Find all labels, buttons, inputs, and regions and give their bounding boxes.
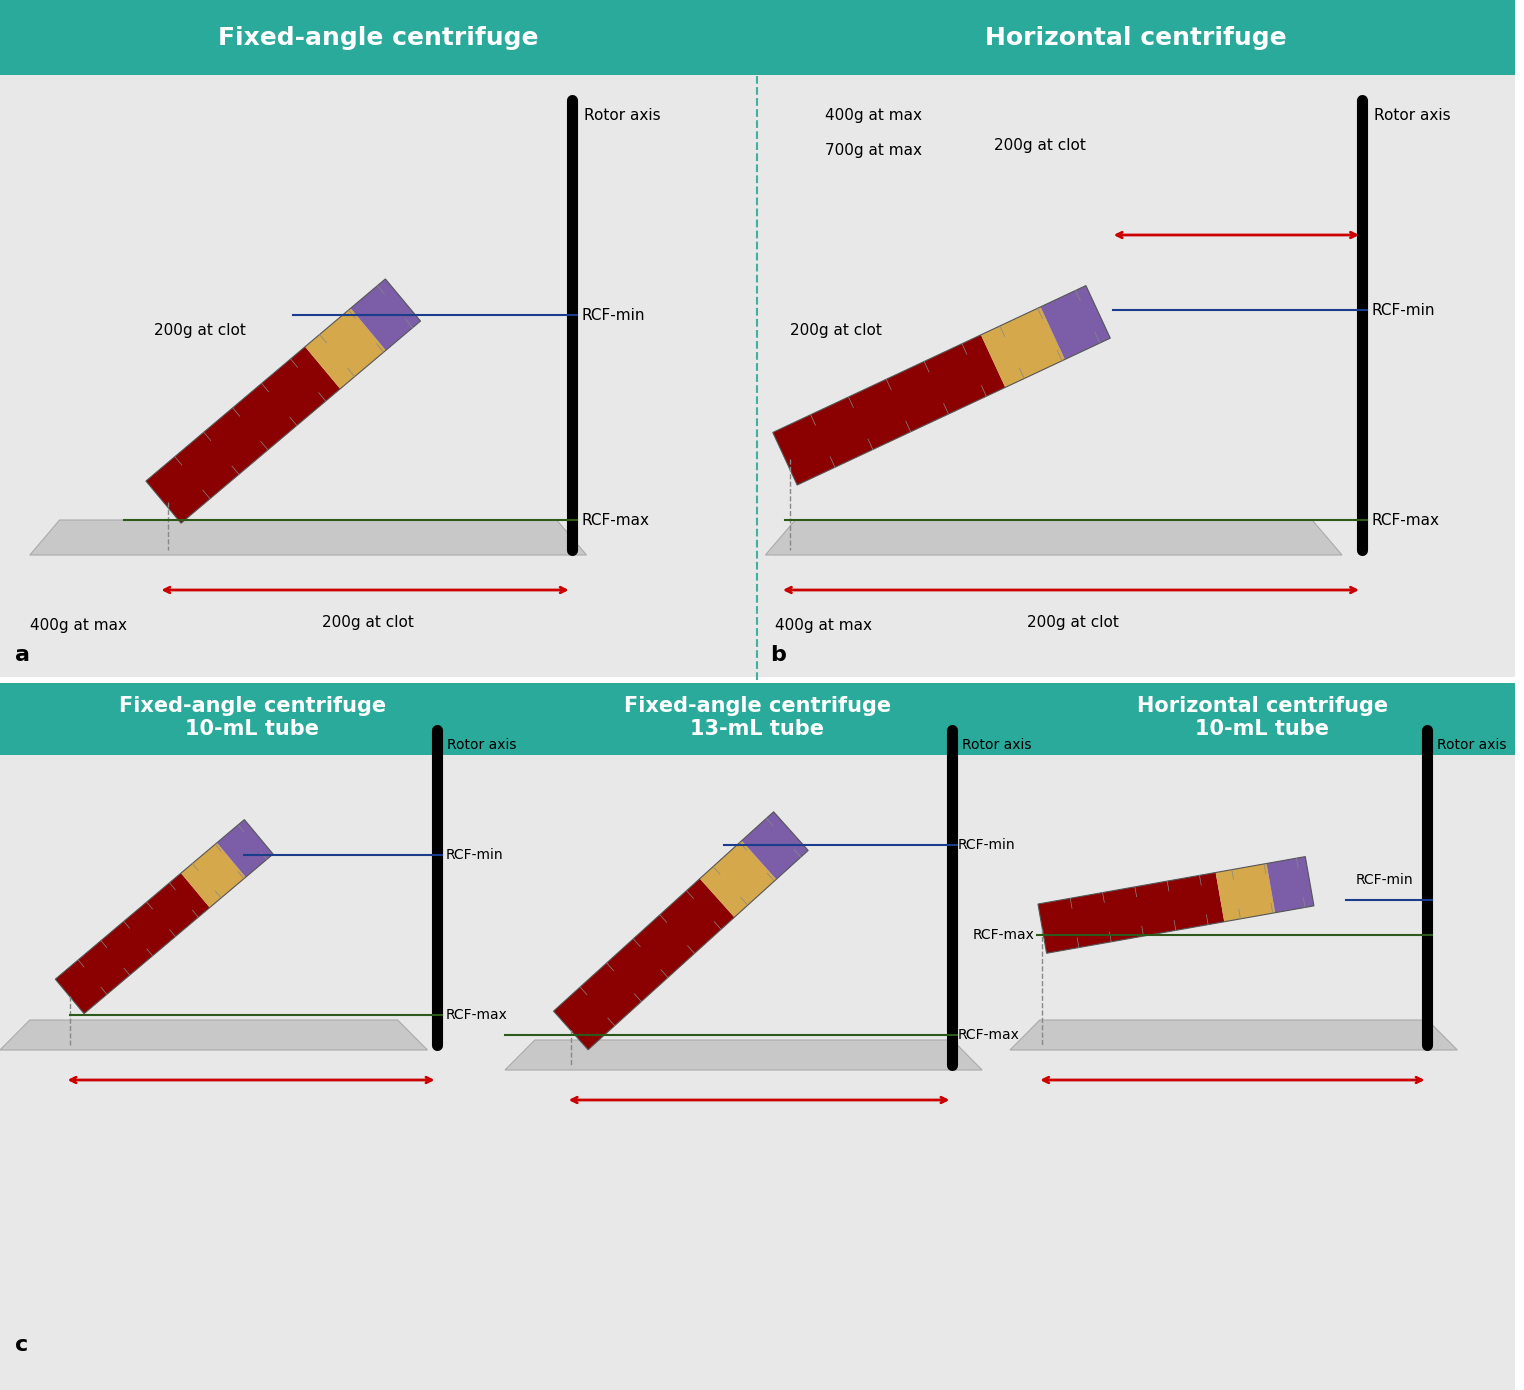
Polygon shape: [773, 335, 1006, 485]
Text: a: a: [15, 645, 30, 664]
Polygon shape: [146, 346, 340, 523]
Polygon shape: [504, 1040, 981, 1070]
Text: RCF-min: RCF-min: [957, 838, 1015, 852]
Text: Rotor axis: Rotor axis: [962, 738, 1032, 752]
Polygon shape: [742, 812, 808, 880]
Text: 200g at clot: 200g at clot: [791, 322, 882, 338]
Text: RCF-max: RCF-max: [957, 1029, 1020, 1042]
Text: Rotor axis: Rotor axis: [448, 738, 517, 752]
Text: RCF-min: RCF-min: [445, 848, 503, 862]
Text: c: c: [15, 1334, 27, 1355]
Text: RCF-max: RCF-max: [445, 1008, 507, 1022]
Bar: [504, 680, 1010, 755]
Text: b: b: [771, 645, 786, 664]
Polygon shape: [216, 820, 273, 877]
Text: RCF-min: RCF-min: [1372, 303, 1436, 317]
Text: Rotor axis: Rotor axis: [1437, 738, 1507, 752]
Bar: [1010, 680, 1515, 755]
Polygon shape: [700, 841, 776, 917]
Polygon shape: [1010, 1020, 1457, 1049]
Text: Fixed-angle centrifuge: Fixed-angle centrifuge: [218, 25, 539, 50]
Bar: [0, 677, 1515, 682]
Polygon shape: [0, 1020, 427, 1049]
Text: RCF-max: RCF-max: [582, 513, 649, 527]
Text: 200g at clot: 200g at clot: [154, 322, 245, 338]
Text: 200g at clot: 200g at clot: [322, 614, 413, 630]
Text: RCF-max: RCF-max: [972, 929, 1035, 942]
Text: 400g at max: 400g at max: [776, 617, 872, 632]
Polygon shape: [1266, 856, 1314, 913]
Bar: [0, 680, 504, 755]
Polygon shape: [1041, 285, 1111, 360]
Text: 200g at clot: 200g at clot: [1027, 614, 1119, 630]
Text: 200g at clot: 200g at clot: [994, 138, 1087, 153]
Text: Fixed-angle centrifuge
10-mL tube: Fixed-angle centrifuge 10-mL tube: [119, 696, 386, 739]
Polygon shape: [1216, 863, 1276, 922]
Text: Rotor axis: Rotor axis: [584, 107, 660, 122]
Text: Fixed-angle centrifuge
13-mL tube: Fixed-angle centrifuge 13-mL tube: [623, 696, 892, 739]
Polygon shape: [30, 520, 587, 555]
Polygon shape: [305, 309, 386, 389]
Polygon shape: [981, 307, 1065, 388]
Polygon shape: [553, 878, 735, 1049]
Polygon shape: [1038, 873, 1224, 954]
Text: Horizontal centrifuge
10-mL tube: Horizontal centrifuge 10-mL tube: [1137, 696, 1388, 739]
Text: RCF-min: RCF-min: [1356, 873, 1414, 887]
Text: Rotor axis: Rotor axis: [1373, 107, 1451, 122]
Text: 700g at max: 700g at max: [824, 143, 922, 157]
Polygon shape: [765, 520, 1343, 555]
Polygon shape: [55, 873, 210, 1013]
Polygon shape: [181, 842, 245, 908]
Text: 400g at max: 400g at max: [30, 617, 126, 632]
Text: RCF-min: RCF-min: [582, 307, 645, 322]
Text: RCF-max: RCF-max: [1372, 513, 1440, 527]
Text: Horizontal centrifuge: Horizontal centrifuge: [986, 25, 1288, 50]
Bar: [0, 0, 1515, 680]
Polygon shape: [351, 279, 421, 350]
Bar: [757, 0, 1515, 75]
Bar: [0, 0, 757, 75]
Text: 400g at max: 400g at max: [824, 107, 922, 122]
Bar: [0, 680, 1515, 1390]
